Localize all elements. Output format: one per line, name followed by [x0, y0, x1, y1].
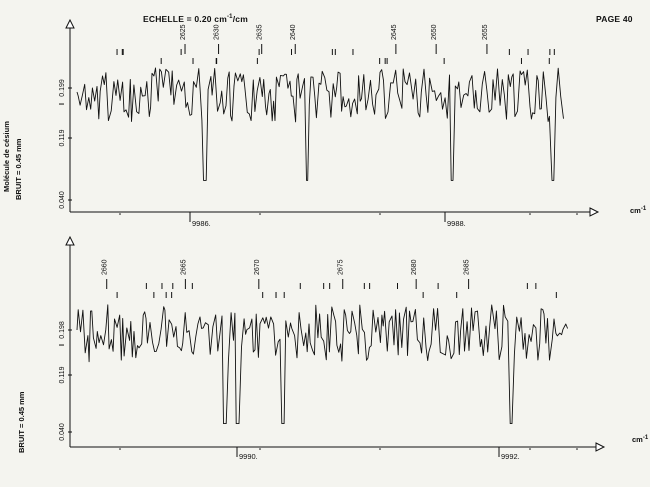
panel1-line-number-label: 2630	[214, 24, 221, 40]
panel1-x-unit: cm-1	[630, 206, 647, 215]
panel2-group	[65, 235, 606, 457]
panel1-line-number-label: 2645	[391, 24, 398, 40]
panel1-line-number-label: 2625	[180, 24, 187, 40]
panel1-y-tick-label: 0.199	[59, 79, 66, 97]
panel1-line-number-label: 2655	[482, 24, 489, 40]
panel1-y-tick-label: 0.119	[59, 129, 66, 146]
panel2-line-number-label: 2670	[254, 259, 261, 275]
panel2-line-number-label: 2665	[180, 259, 187, 275]
panel1-line-number-label: 2650	[431, 24, 438, 40]
panel1-y-axis-arrow	[65, 18, 75, 29]
panel1-axis-dot	[529, 213, 531, 215]
panel2-line-number-label: 2675	[338, 259, 345, 275]
panel2-y-tick-label: 0.119	[59, 366, 66, 383]
panel2-x-tick-label: 9992.	[501, 452, 520, 461]
panel1-line-number-label: 2640	[290, 24, 297, 40]
panel2-y-axis-arrow	[65, 235, 75, 246]
panel2-x-unit: cm-1	[632, 435, 649, 444]
panel2-line-number-label: 2680	[411, 259, 418, 275]
panel1-line-number-label: 2635	[257, 24, 264, 40]
panel1-axis-dot	[379, 213, 381, 215]
panel1-x-tick-label: 9988.	[447, 219, 466, 228]
panel1-y-mark: I	[59, 103, 66, 105]
panel1-spectrum-trace	[76, 67, 564, 181]
panel2-line-number-label: 2685	[464, 259, 471, 275]
panel2-axis-dot	[379, 448, 381, 450]
panel2-line-number-label: 2660	[102, 259, 109, 275]
panel2-x-tick-label: 9990.	[239, 452, 258, 461]
panel2-x-axis-arrow	[595, 442, 606, 452]
page-number: PAGE 40	[596, 14, 633, 24]
panel1-axis-dot	[576, 213, 578, 215]
panel1-axis-dot	[119, 213, 121, 215]
scale-label: ECHELLE = 0.20 cm-1/cm	[143, 14, 248, 24]
panel2-y-mark: I	[59, 344, 66, 346]
panel1-group	[65, 18, 600, 222]
panel1-axis-dot	[259, 213, 261, 215]
panel2-axis-dot	[529, 448, 531, 450]
panel1-x-axis-arrow	[589, 207, 600, 217]
panel2-y-tick-label: 0.040	[59, 423, 66, 441]
panel2-spectrum-trace	[76, 304, 569, 425]
panel2-axis-dot	[259, 448, 261, 450]
panel2-y-tick-label: 0.198	[59, 321, 66, 339]
panel2-axis-dot	[119, 448, 121, 450]
panel1-y-tick-label: 0.040	[59, 191, 66, 209]
panel2-axis-dot	[576, 448, 578, 450]
panel1-x-tick-label: 9986.	[192, 219, 211, 228]
